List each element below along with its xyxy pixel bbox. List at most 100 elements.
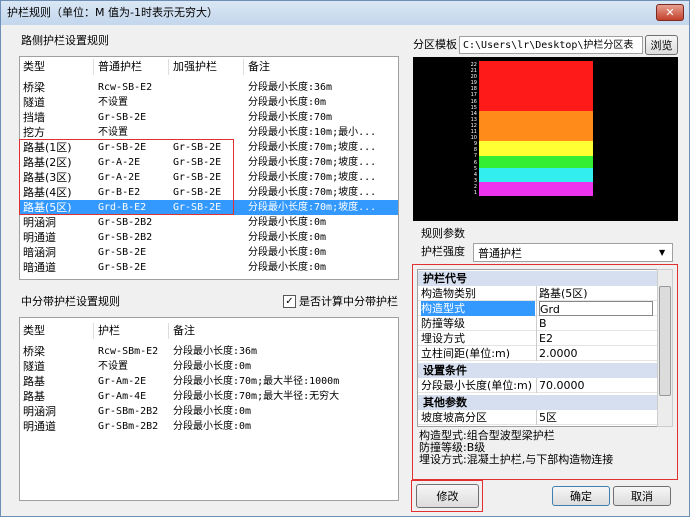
cell[interactable]: 分段最小长度:0m: [248, 97, 327, 108]
column-header: 普通护栏: [98, 60, 142, 73]
y-tick-label: 1: [473, 190, 477, 196]
y-tick-label: 16: [470, 98, 477, 105]
cell[interactable]: Gr-SB-2E: [98, 142, 147, 153]
property-name[interactable]: 构造型式: [421, 301, 535, 316]
cell[interactable]: 路基(5区): [23, 201, 72, 214]
cell[interactable]: 分段最小长度:70m;坡度...: [248, 142, 377, 153]
cell[interactable]: 路基(4区): [23, 186, 72, 199]
ok-button[interactable]: 确定: [552, 486, 610, 506]
cell[interactable]: 分段最小长度:70m;最大半径:1000m: [173, 376, 340, 387]
cell[interactable]: 明涵洞: [23, 216, 56, 229]
cell[interactable]: 暗涵洞: [23, 246, 56, 259]
y-tick-label: 4: [473, 171, 477, 178]
cell[interactable]: 不设置: [98, 361, 128, 372]
property-row: [418, 378, 657, 393]
cell[interactable]: 路基: [23, 375, 45, 388]
cell[interactable]: 分段最小长度:70m;最大半径:无穷大: [173, 391, 340, 402]
cell[interactable]: 明涵洞: [23, 405, 56, 418]
cell[interactable]: 路基: [23, 390, 45, 403]
cell[interactable]: 桥梁: [23, 81, 45, 94]
cell[interactable]: 路基(2区): [23, 156, 72, 169]
cell[interactable]: 分段最小长度:70m;坡度...: [248, 202, 377, 213]
cell[interactable]: 分段最小长度:0m: [248, 262, 327, 273]
cell[interactable]: 暗通道: [23, 261, 56, 274]
dropdown[interactable]: 普通护栏: [473, 243, 673, 262]
cell[interactable]: Gr-SB-2E: [98, 262, 147, 273]
cell[interactable]: Gr-SB-2B2: [98, 217, 153, 228]
property-value[interactable]: 2.0000: [539, 347, 578, 360]
property-name[interactable]: 埋设方式: [421, 332, 465, 345]
cell[interactable]: Gr-SB-2E: [98, 112, 147, 123]
cell[interactable]: 分段最小长度:0m: [248, 217, 327, 228]
cell[interactable]: Gr-SB-2E: [98, 247, 147, 258]
cell[interactable]: 分段最小长度:70m: [248, 112, 333, 123]
browse-button[interactable]: 浏览: [645, 35, 678, 55]
cell[interactable]: 隧道: [23, 96, 45, 109]
checkbox[interactable]: ✓: [283, 295, 296, 308]
cell[interactable]: 不设置: [98, 127, 128, 138]
table: [19, 56, 399, 280]
modify-button[interactable]: 修改: [416, 484, 479, 508]
cell[interactable]: 分段最小长度:0m: [173, 361, 252, 372]
cell[interactable]: 分段最小长度:70m;坡度...: [248, 187, 377, 198]
cell[interactable]: Gr-SB-2E: [173, 202, 222, 213]
cell[interactable]: Gr-SBm-2B2: [98, 421, 159, 432]
cell[interactable]: 分段最小长度:0m: [248, 232, 327, 243]
cell[interactable]: Gr-Am-2E: [98, 376, 147, 387]
y-tick-label: 6: [473, 159, 477, 166]
cell[interactable]: Gr-A-2E: [98, 172, 141, 183]
cell[interactable]: 分段最小长度:10m;最小...: [248, 127, 377, 138]
property-value[interactable]: 5区: [539, 411, 557, 424]
cell[interactable]: 路基(3区): [23, 171, 72, 184]
y-tick-label: 20: [470, 74, 477, 81]
property-name[interactable]: 构造物类别: [421, 287, 476, 300]
cell[interactable]: Rcw-SBm-E2: [98, 346, 159, 357]
cell[interactable]: 分段最小长度:0m: [248, 247, 327, 258]
cell[interactable]: 分段最小长度:0m: [173, 421, 252, 432]
property-value[interactable]: 路基(5区): [539, 287, 588, 300]
property-name[interactable]: 立柱间距(单位:m): [421, 347, 511, 360]
y-tick-label: 5: [473, 165, 477, 172]
property-row: [418, 331, 657, 346]
cell[interactable]: Gr-B-E2: [98, 187, 141, 198]
cell[interactable]: 分段最小长度:36m: [248, 82, 333, 93]
property-name[interactable]: 坡度坡高分区: [421, 411, 487, 424]
cell[interactable]: Grd-B-E2: [98, 202, 147, 213]
property-name[interactable]: 防撞等级: [421, 317, 465, 330]
y-tick-label: 12: [470, 122, 477, 129]
cell[interactable]: 分段最小长度:36m: [173, 346, 258, 357]
cell[interactable]: Gr-SB-2E: [173, 172, 222, 183]
property-value[interactable]: 70.0000: [539, 379, 585, 392]
description-line: 构造型式:组合型波型梁护栏: [419, 429, 555, 442]
cell[interactable]: Gr-SB-2E: [173, 142, 222, 153]
field-label: 护栏强度: [421, 245, 465, 258]
cell[interactable]: Gr-SB-2E: [173, 187, 222, 198]
cell[interactable]: Gr-SB-2E: [173, 157, 222, 168]
zone-band: [479, 61, 593, 111]
cancel-button[interactable]: 取消: [613, 486, 671, 506]
cell[interactable]: Rcw-SB-E2: [98, 82, 153, 93]
cell[interactable]: Gr-Am-4E: [98, 391, 147, 402]
cell[interactable]: Gr-SB-2B2: [98, 232, 153, 243]
cell[interactable]: 明通道: [23, 420, 56, 433]
cell[interactable]: 不设置: [98, 97, 128, 108]
close-button[interactable]: ✕: [656, 4, 684, 21]
property-value[interactable]: E2: [539, 332, 553, 345]
cell[interactable]: 明通道: [23, 231, 56, 244]
cell[interactable]: 分段最小长度:70m;坡度...: [248, 172, 377, 183]
cell[interactable]: 分段最小长度:0m: [173, 406, 252, 417]
cell[interactable]: 桥梁: [23, 345, 45, 358]
cell[interactable]: Gr-SBm-2B2: [98, 406, 159, 417]
cell[interactable]: 隧道: [23, 360, 45, 373]
y-tick-label: 22: [470, 61, 477, 68]
scrollbar-thumb: [659, 286, 671, 396]
cell[interactable]: Gr-A-2E: [98, 157, 141, 168]
cell[interactable]: 挖方: [23, 126, 45, 139]
cell[interactable]: 分段最小长度:70m;坡度...: [248, 157, 377, 168]
property-value[interactable]: Grd: [539, 301, 653, 316]
cell[interactable]: 路基(1区): [23, 141, 72, 154]
property-name[interactable]: 分段最小长度(单位:m): [421, 379, 533, 392]
cell[interactable]: 挡墙: [23, 111, 45, 124]
property-value[interactable]: B: [539, 317, 547, 330]
description-box: [417, 429, 658, 475]
